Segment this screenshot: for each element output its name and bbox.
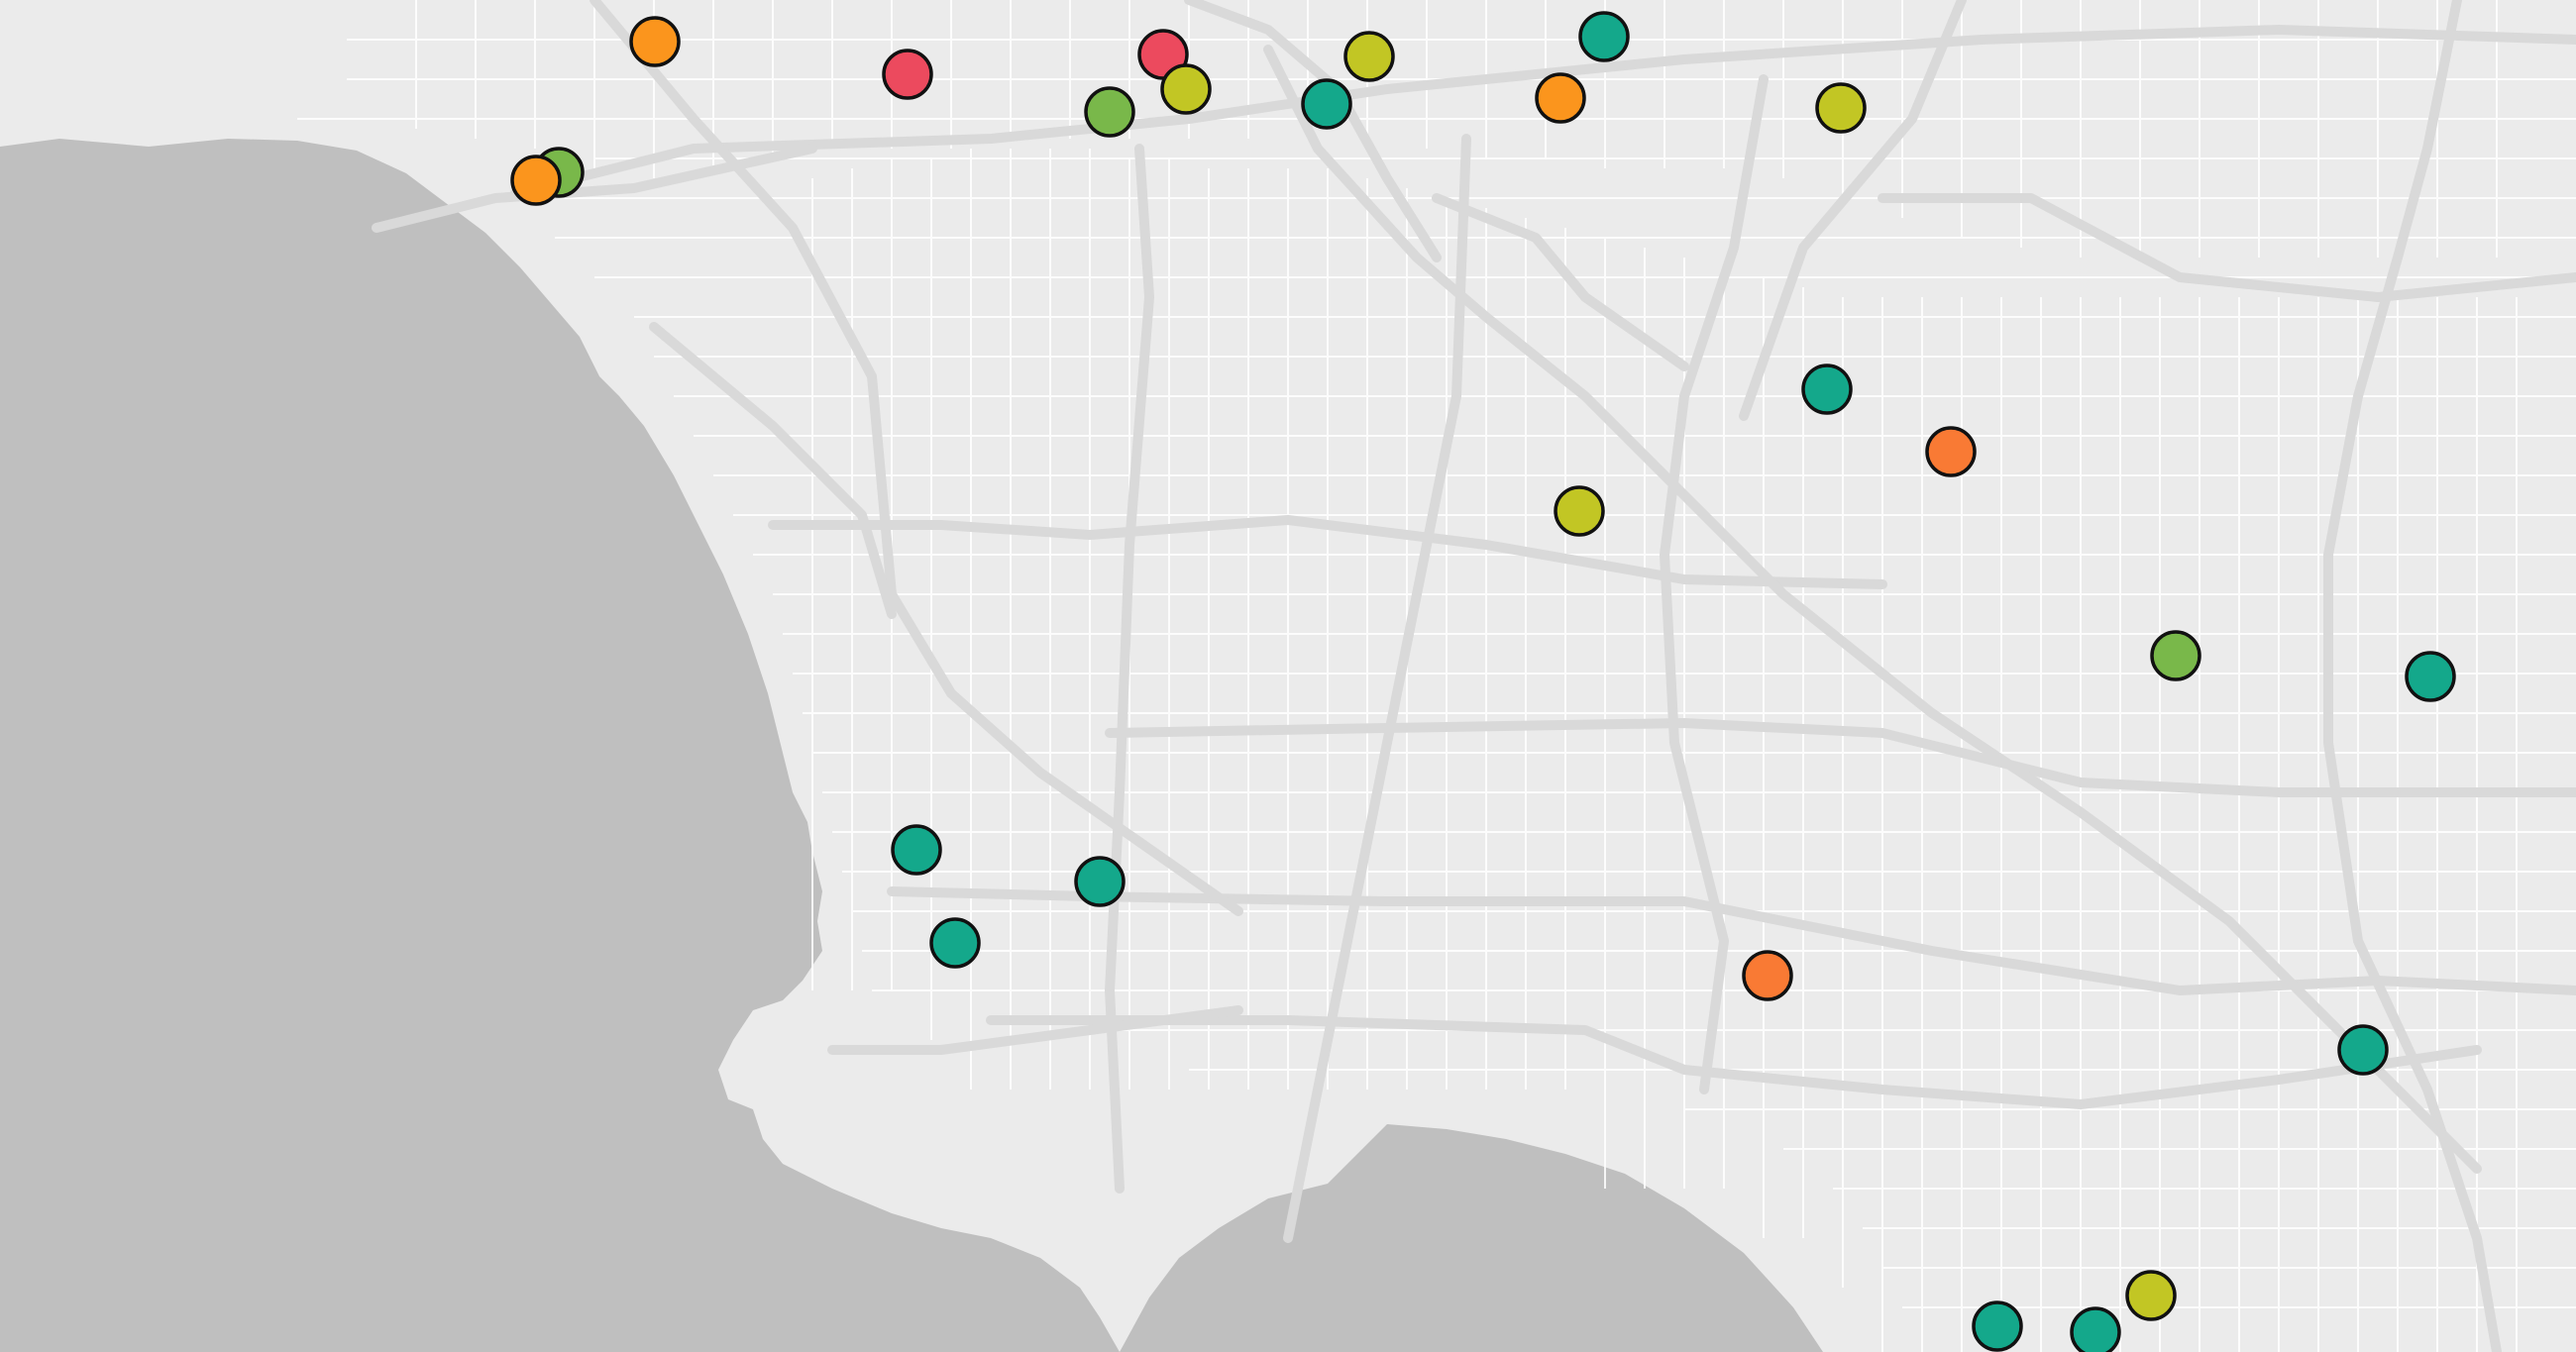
map-marker[interactable]	[891, 824, 942, 876]
map-marker[interactable]	[882, 49, 933, 100]
map-marker[interactable]	[1578, 11, 1630, 62]
map-marker[interactable]	[2337, 1024, 2389, 1076]
map-marker[interactable]	[2070, 1306, 2121, 1352]
map-marker[interactable]	[2150, 630, 2201, 681]
map-marker[interactable]	[1301, 78, 1352, 130]
map-marker[interactable]	[929, 917, 981, 969]
map-marker[interactable]	[1160, 63, 1212, 115]
major-roads	[372, 0, 2576, 1352]
map-marker[interactable]	[2405, 651, 2456, 702]
map-marker[interactable]	[510, 155, 562, 206]
map-marker[interactable]	[2125, 1270, 2177, 1321]
map-marker[interactable]	[1554, 485, 1605, 537]
map-marker[interactable]	[1535, 72, 1586, 124]
map-marker[interactable]	[1084, 86, 1135, 138]
map-marker[interactable]	[1742, 950, 1793, 1001]
map-marker[interactable]	[629, 16, 681, 67]
map-marker[interactable]	[1815, 82, 1867, 134]
map-marker[interactable]	[1343, 31, 1395, 82]
map-marker[interactable]	[1972, 1300, 2023, 1352]
map-marker[interactable]	[1074, 856, 1126, 907]
harbor-water	[1120, 1124, 1823, 1352]
map-marker[interactable]	[1925, 426, 1977, 477]
map-marker[interactable]	[1801, 364, 1853, 415]
marker-layer	[510, 11, 2456, 1352]
ocean-water	[0, 139, 1120, 1352]
